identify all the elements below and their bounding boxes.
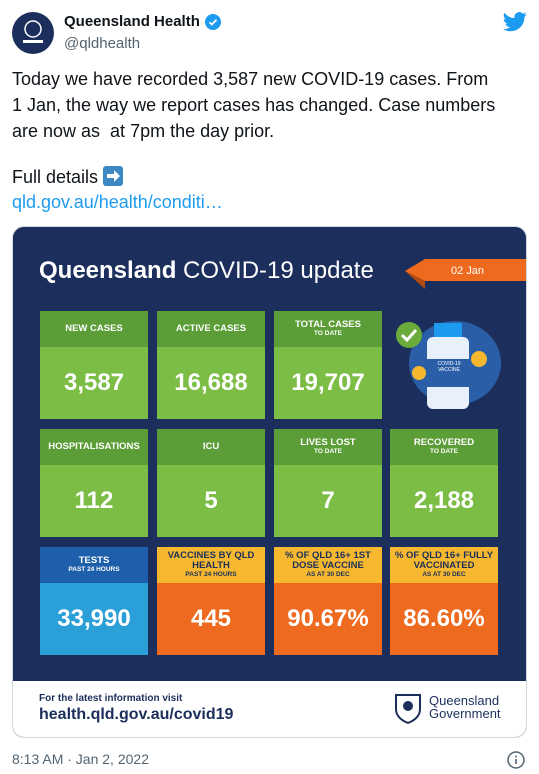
vaccine-label: COVID-19 VACCINE: [437, 361, 461, 373]
author-handle[interactable]: @qldhealth: [64, 35, 141, 52]
tile-value: 112: [40, 465, 148, 537]
timestamp[interactable]: 8:13 AM · Jan 2, 2022: [12, 751, 149, 767]
tile-header: % OF QLD 16+ FULLY VACCINATED AS AT 30 DE…: [390, 547, 498, 583]
stat-tile: ICU 5: [157, 429, 265, 537]
tile-header: LIVES LOST TO DATE: [274, 429, 382, 465]
tile-sublabel: PAST 24 HOURS: [185, 571, 237, 578]
tile-header: TESTS PAST 24 HOURS: [40, 547, 148, 583]
stat-tile: ACTIVE CASES 16,688: [157, 311, 265, 419]
tile-value: 90.67%: [274, 583, 382, 655]
tile-label: % OF QLD 16+ FULLY VACCINATED: [394, 550, 494, 571]
tile-sublabel: TO DATE: [430, 448, 458, 455]
date: 02 Jan: [451, 265, 485, 277]
tile-value: 16,688: [157, 347, 265, 419]
tile-value: 33,990: [40, 583, 148, 655]
tweet-line: Today we have recorded 3,587 new COVID-1…: [12, 69, 489, 89]
tile-label: NEW CASES: [65, 323, 123, 334]
info-icon[interactable]: [507, 751, 525, 769]
footer-lead: For the latest information visit: [39, 693, 183, 704]
twitter-logo[interactable]: [503, 12, 527, 32]
stat-tile: RECOVERED TO DATE 2,188: [390, 429, 498, 537]
tile-value: 19,707: [274, 347, 382, 419]
stat-tile: TOTAL CASES TO DATE 19,707: [274, 311, 382, 419]
tile-header: HOSPITALISATIONS: [40, 429, 148, 465]
stat-tile: % OF QLD 16+ FULLY VACCINATED AS AT 30 DE…: [390, 547, 498, 655]
stat-tile: LIVES LOST TO DATE 7: [274, 429, 382, 537]
stat-tile: TESTS PAST 24 HOURS 33,990: [40, 547, 148, 655]
tile-sublabel: AS AT 30 DEC: [306, 571, 350, 578]
tweet-line: are now as at 7pm the day prior.: [12, 121, 275, 141]
tile-label: TESTS: [78, 555, 110, 566]
title-rest: COVID-19 update: [183, 257, 374, 284]
vaccine-illustration: [396, 321, 501, 409]
tile-header: RECOVERED TO DATE: [390, 429, 498, 465]
tile-sublabel: TO DATE: [314, 330, 342, 337]
tile-value: 3,587: [40, 347, 148, 419]
title-bold: Queensland: [39, 257, 177, 284]
date-ribbon: [405, 259, 526, 289]
stat-tile: HOSPITALISATIONS 112: [40, 429, 148, 537]
tile-header: ICU: [157, 429, 265, 465]
author-name[interactable]: Queensland Health: [64, 13, 200, 30]
arrow-emoji: [103, 166, 124, 186]
tile-label: TOTAL CASES: [295, 319, 361, 330]
verified-badge: [205, 14, 221, 30]
tile-value: 2,188: [390, 465, 498, 537]
tile-value: 445: [157, 583, 265, 655]
tile-label: LIVES LOST: [300, 437, 356, 448]
tile-sublabel: TO DATE: [314, 448, 342, 455]
avatar[interactable]: [12, 12, 54, 54]
tile-label: VACCINES BY QLD HEALTH: [167, 550, 255, 571]
stat-tile: NEW CASES 3,587: [40, 311, 148, 419]
stat-tile: VACCINES BY QLD HEALTH PAST 24 HOURS 445: [157, 547, 265, 655]
tile-label: HOSPITALISATIONS: [48, 441, 140, 452]
tile-label: ACTIVE CASES: [175, 323, 247, 334]
tile-label: ICU: [202, 441, 220, 452]
logo-line2: Government: [429, 706, 501, 721]
logo-text: Queensland Government: [429, 694, 501, 720]
tile-header: NEW CASES: [40, 311, 148, 347]
tile-label: RECOVERED: [413, 437, 475, 448]
tile-header: TOTAL CASES TO DATE: [274, 311, 382, 347]
tile-label: % OF QLD 16+ 1ST DOSE VACCINE: [285, 550, 371, 571]
card-title: Queensland COVID-19 update: [39, 257, 374, 285]
tile-header: ACTIVE CASES: [157, 311, 265, 347]
stat-tile: % OF QLD 16+ 1ST DOSE VACCINE AS AT 30 DE…: [274, 547, 382, 655]
tile-sublabel: AS AT 30 DEC: [422, 571, 466, 578]
tweet-text: Today we have recorded 3,587 new COVID-1…: [12, 66, 495, 144]
tile-value: 5: [157, 465, 265, 537]
qld-crest: [395, 694, 421, 725]
tile-header: VACCINES BY QLD HEALTH PAST 24 HOURS: [157, 547, 265, 583]
logo-line1: Queensland: [429, 693, 500, 708]
tile-value: 86.60%: [390, 583, 498, 655]
infographic[interactable]: Queensland COVID-19 update 02 Jan COVID-…: [12, 226, 527, 738]
tweet-link[interactable]: qld.gov.au/health/conditi…: [12, 192, 223, 212]
full-details: Full details: [12, 166, 124, 188]
card-footer: For the latest information visit health.…: [13, 681, 526, 737]
tweet-line: 1 Jan, the way we report cases has chang…: [12, 95, 496, 115]
footer-url: health.qld.gov.au/covid19: [39, 706, 234, 723]
full-details-text: Full details: [12, 167, 99, 187]
tile-value: 7: [274, 465, 382, 537]
tile-sublabel: PAST 24 HOURS: [68, 566, 120, 573]
tile-header: % OF QLD 16+ 1ST DOSE VACCINE AS AT 30 DE…: [274, 547, 382, 583]
